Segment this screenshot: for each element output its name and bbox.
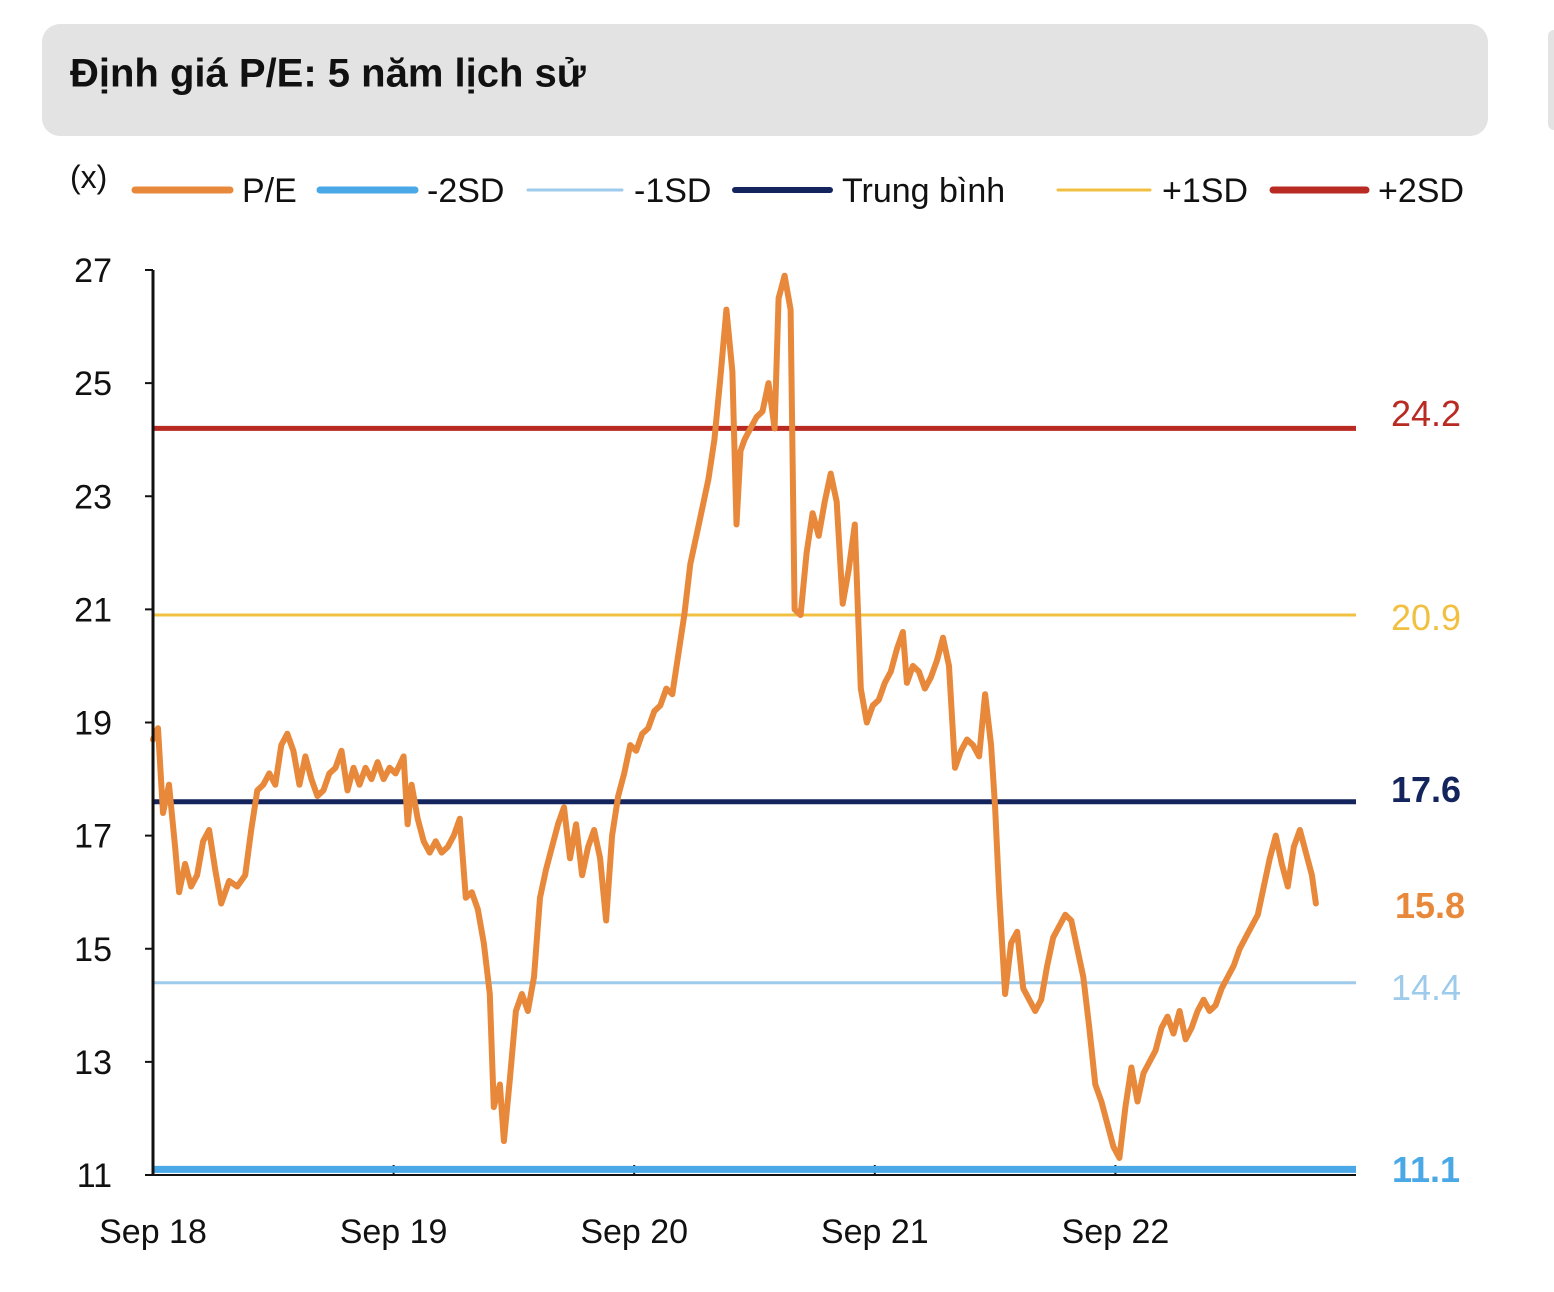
y-tick-label: 27 (74, 252, 112, 290)
y-tick-label: 21 (74, 591, 112, 629)
legend: P/E -2SD -1SD Trung bình +1SD +2SD (131, 172, 1464, 210)
y-tick-label: 11 (77, 1157, 112, 1195)
x-tick-label: Sep 20 (580, 1213, 688, 1251)
reference-lines (153, 425, 1356, 1173)
y-tick-label: 13 (74, 1044, 112, 1082)
series-line-pe (150, 272, 1319, 1161)
value-label-m2sd: 11.1 (1392, 1149, 1460, 1190)
legend-label-m2sd: -2SD (427, 172, 504, 210)
y-tick-label: 25 (74, 365, 112, 403)
y-axis-ticks: 11 13 15 17 19 21 23 25 27 (74, 252, 153, 1195)
value-label-latest-pe: 15.8 (1395, 885, 1465, 926)
x-tick-label: Sep 19 (340, 1213, 448, 1251)
y-unit-label: (x) (70, 159, 107, 195)
series-layer (150, 272, 1319, 1161)
legend-label-pe: P/E (242, 172, 297, 210)
x-axis-ticks: Sep 18 Sep 19 Sep 20 Sep 21 Sep 22 (99, 1165, 1169, 1251)
y-tick-label: 19 (74, 705, 112, 743)
next-panel-edge (1548, 30, 1554, 130)
x-tick-label: Sep 22 (1062, 1213, 1170, 1251)
value-label-p2sd: 24.2 (1391, 393, 1461, 434)
legend-label-mean: Trung bình (842, 172, 1005, 210)
legend-label-p2sd: +2SD (1378, 172, 1464, 210)
legend-label-m1sd: -1SD (634, 172, 711, 210)
value-label-m1sd: 14.4 (1391, 967, 1461, 1008)
y-tick-label: 23 (74, 478, 112, 516)
value-label-p1sd: 20.9 (1391, 597, 1461, 638)
x-tick-label: Sep 18 (99, 1213, 207, 1251)
reference-labels: 24.2 20.9 17.6 14.4 11.1 15.8 (1391, 393, 1465, 1190)
value-label-mean: 17.6 (1391, 769, 1461, 810)
x-tick-label: Sep 21 (821, 1213, 929, 1251)
axes (151, 270, 1356, 1176)
legend-label-p1sd: +1SD (1162, 172, 1248, 210)
y-tick-label: 17 (74, 818, 112, 856)
y-tick-label: 15 (74, 931, 112, 969)
chart-title: Định giá P/E: 5 năm lịch sử (70, 51, 586, 96)
title-bar: Định giá P/E: 5 năm lịch sử (42, 24, 1488, 136)
